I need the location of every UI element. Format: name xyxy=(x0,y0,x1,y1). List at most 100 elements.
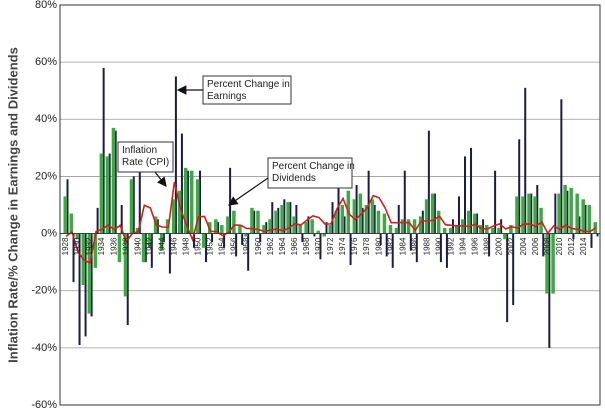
bar xyxy=(430,193,435,234)
bar xyxy=(548,233,551,348)
x-tick-label: 2014 xyxy=(579,237,588,255)
bar xyxy=(521,196,525,234)
bar xyxy=(90,233,93,317)
bar xyxy=(563,185,567,234)
bar xyxy=(340,205,345,234)
bar xyxy=(174,76,177,234)
bar xyxy=(105,156,110,234)
x-tick-label: 1970 xyxy=(314,237,323,255)
bar xyxy=(220,225,224,234)
bar xyxy=(557,193,561,234)
bar xyxy=(421,210,424,234)
x-tick-label: 1958 xyxy=(242,237,251,255)
bar xyxy=(578,216,581,234)
bar xyxy=(467,210,471,234)
bar xyxy=(448,227,453,234)
annotation-text: Dividends xyxy=(272,173,316,184)
bar xyxy=(494,170,497,234)
bar xyxy=(289,202,292,234)
annotation-box xyxy=(202,75,292,105)
bar xyxy=(192,233,195,248)
bar xyxy=(72,233,75,283)
bar xyxy=(319,233,322,260)
bar xyxy=(238,225,242,234)
bar xyxy=(295,205,298,234)
bar xyxy=(503,233,507,240)
bar xyxy=(159,233,164,251)
bar xyxy=(214,219,218,234)
bar xyxy=(283,199,286,234)
annotation-box xyxy=(117,141,174,173)
bar xyxy=(530,193,533,234)
bar xyxy=(406,219,411,234)
x-tick-label: 2008 xyxy=(543,237,552,255)
bar xyxy=(304,222,308,234)
bar xyxy=(596,233,599,237)
bar xyxy=(488,233,491,257)
bar xyxy=(590,233,593,248)
bar xyxy=(509,225,513,234)
annotation-text: Percent Change in xyxy=(207,79,290,90)
bar xyxy=(313,233,316,237)
bar xyxy=(189,170,194,234)
bar xyxy=(202,233,206,248)
bar xyxy=(325,222,328,234)
bar xyxy=(316,230,320,234)
bar xyxy=(177,190,182,234)
x-tick-label: 1946 xyxy=(170,237,179,255)
x-tick-label: 1966 xyxy=(290,237,299,255)
bar xyxy=(102,67,105,234)
bar xyxy=(87,233,92,314)
bar xyxy=(99,153,104,234)
bar xyxy=(250,207,254,234)
bar xyxy=(454,225,459,234)
bar xyxy=(551,233,555,294)
bar xyxy=(138,142,141,234)
y-tick-label: -60% xyxy=(31,399,57,411)
bar xyxy=(129,179,134,234)
bar xyxy=(575,193,579,234)
bar xyxy=(280,205,284,234)
annotation-text: Earnings xyxy=(207,91,246,102)
x-tick-label: 2002 xyxy=(507,237,516,255)
bar xyxy=(114,130,117,234)
x-tick-label: 1974 xyxy=(338,237,347,255)
y-tick-label: -20% xyxy=(31,285,57,297)
bar xyxy=(66,179,69,234)
bar xyxy=(581,199,585,234)
x-tick-label: 1934 xyxy=(97,237,106,255)
bar xyxy=(382,213,387,234)
bar xyxy=(211,233,214,243)
bar xyxy=(409,233,412,251)
bar xyxy=(262,225,266,234)
inflation-line xyxy=(65,181,597,265)
y-tick-label: 40% xyxy=(35,113,57,125)
x-tick-label: 1990 xyxy=(435,237,444,255)
bar xyxy=(364,205,369,234)
bar xyxy=(93,233,98,268)
bar xyxy=(470,147,473,234)
bar xyxy=(301,233,304,243)
y-axis-label: Inflation Rate/% Change in Earnings and … xyxy=(5,47,20,363)
bar xyxy=(476,213,479,234)
bar xyxy=(379,233,382,245)
y-tick-label: 0% xyxy=(41,227,57,239)
bar xyxy=(84,233,87,337)
bar xyxy=(376,210,381,234)
x-tick-label: 1994 xyxy=(459,237,468,255)
bar xyxy=(527,193,531,234)
plot-frame xyxy=(59,4,601,406)
x-tick-label: 1956 xyxy=(230,237,239,255)
bar xyxy=(370,199,375,234)
bar xyxy=(433,193,436,234)
bar xyxy=(217,222,220,234)
bar xyxy=(180,133,183,234)
bar xyxy=(500,219,503,234)
x-tick-label: 1968 xyxy=(302,237,311,255)
bar xyxy=(373,205,376,234)
bar xyxy=(554,193,557,234)
bar xyxy=(117,233,122,263)
bar xyxy=(569,187,573,234)
bar xyxy=(141,233,146,263)
bar xyxy=(427,130,430,234)
